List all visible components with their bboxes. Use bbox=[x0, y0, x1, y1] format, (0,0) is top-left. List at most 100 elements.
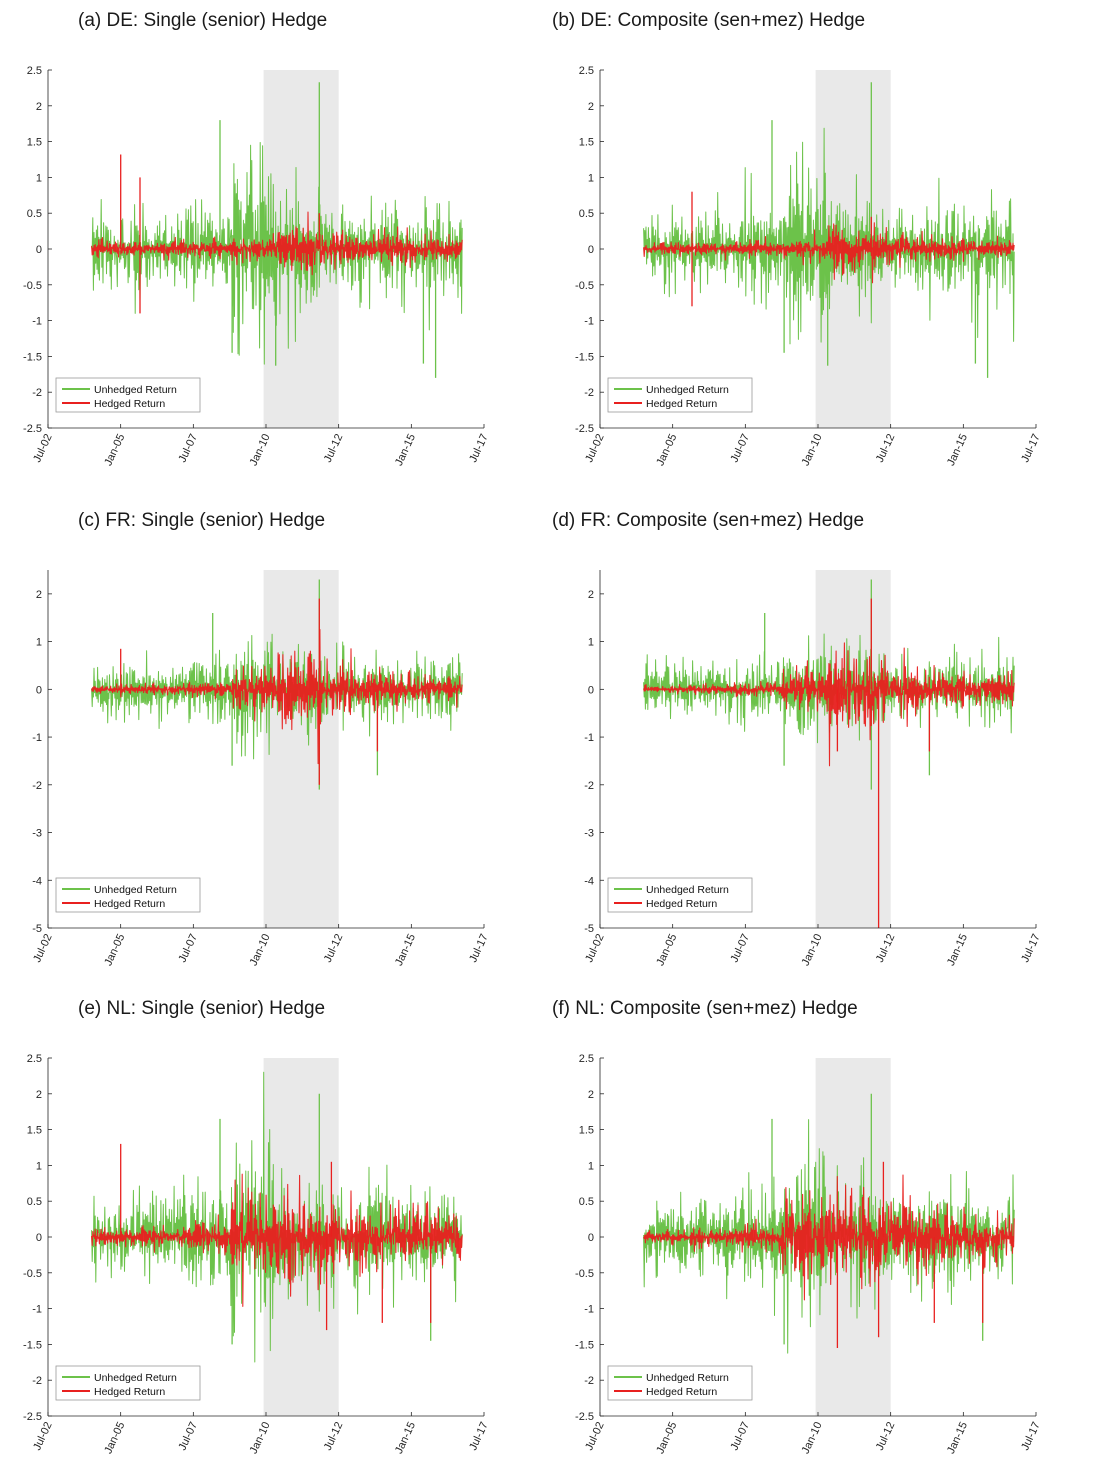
legend-label: Unhedged Return bbox=[94, 1372, 177, 1384]
x-tick-label: Jul-07 bbox=[729, 432, 753, 464]
panel-title: (e) NL: Single (senior) Hedge bbox=[78, 998, 326, 1019]
series-line-hedged bbox=[643, 642, 1015, 767]
legend-label: Unhedged Return bbox=[646, 1372, 729, 1384]
x-tick-label: Jul-12 bbox=[874, 1420, 898, 1452]
panel-a: (a) DE: Single (senior) Hedge 2.5 2 1.5 1 0.… bbox=[0, 0, 552, 494]
legend-label: Hedged Return bbox=[94, 1386, 165, 1398]
legend: Unhedged Return Hedged Return bbox=[607, 877, 753, 913]
x-tick-label: Jul-02 bbox=[31, 932, 55, 964]
x-tick-label: Jul-17 bbox=[467, 932, 491, 964]
y-tick-label: -0.5 bbox=[23, 1268, 42, 1280]
y-tick-label: 2 bbox=[36, 589, 42, 601]
legend-label: Hedged Return bbox=[646, 898, 717, 910]
y-tick-label: 2.5 bbox=[27, 65, 42, 77]
legend: Unhedged Return Hedged Return bbox=[607, 377, 753, 413]
legend: Unhedged Return Hedged Return bbox=[607, 1365, 753, 1401]
y-tick-label: 0.5 bbox=[579, 208, 594, 220]
legend: Unhedged Return Hedged Return bbox=[55, 1365, 201, 1401]
y-tick-label: -2.5 bbox=[23, 1411, 42, 1423]
x-tick-label: Jan-10 bbox=[800, 932, 825, 968]
y-tick-label: 2.5 bbox=[27, 1053, 42, 1065]
x-tick-label: Jul-02 bbox=[583, 932, 607, 964]
series-line-hedged bbox=[91, 211, 463, 276]
panel-b: (b) DE: Composite (sen+mez) Hedge 2.5 2 1.… bbox=[552, 0, 1104, 494]
y-tick-label: 2.5 bbox=[579, 1053, 594, 1065]
x-tick-label: Jan-15 bbox=[393, 932, 418, 968]
y-tick-label: -0.5 bbox=[575, 1268, 594, 1280]
y-tick-label: -2.5 bbox=[575, 423, 594, 435]
y-tick-label: -2 bbox=[32, 1375, 42, 1387]
panel-title: (b) DE: Composite (sen+mez) Hedge bbox=[552, 10, 866, 31]
series-line-hedged bbox=[643, 1174, 1015, 1301]
x-tick-label: Jul-07 bbox=[729, 1420, 753, 1452]
panel-c: (c) FR: Single (senior) Hedge 2 1 0 -1 -2 -3 -… bbox=[0, 500, 552, 994]
x-tick-label: Jan-05 bbox=[102, 432, 127, 468]
y-tick-label: -2.5 bbox=[575, 1411, 594, 1423]
legend-label: Unhedged Return bbox=[94, 384, 177, 396]
x-tick-label: Jul-07 bbox=[177, 1420, 201, 1452]
y-tick-label: 1.5 bbox=[27, 137, 42, 149]
x-tick-label: Jul-17 bbox=[1019, 932, 1043, 964]
legend-label: Hedged Return bbox=[94, 898, 165, 910]
panel-title: (d) FR: Composite (sen+mez) Hedge bbox=[552, 510, 865, 531]
y-tick-label: -1 bbox=[584, 732, 594, 744]
y-tick-label: -2 bbox=[32, 387, 42, 399]
y-tick-label: -2 bbox=[584, 780, 594, 792]
panel-title: (a) DE: Single (senior) Hedge bbox=[78, 10, 328, 31]
y-tick-label: 2 bbox=[36, 1089, 42, 1101]
y-tick-label: -1 bbox=[32, 1304, 42, 1316]
y-tick-label: -4 bbox=[32, 875, 42, 887]
y-tick-label: 2 bbox=[588, 589, 594, 601]
y-tick-label: -1 bbox=[32, 316, 42, 328]
y-tick-label: 1 bbox=[36, 172, 42, 184]
x-tick-label: Jan-05 bbox=[102, 1420, 127, 1456]
x-tick-label: Jul-12 bbox=[874, 432, 898, 464]
y-tick-label: -1 bbox=[584, 316, 594, 328]
y-tick-label: 1 bbox=[588, 172, 594, 184]
x-tick-label: Jul-02 bbox=[583, 1420, 607, 1452]
shaded-period bbox=[815, 570, 891, 928]
y-tick-label: -3 bbox=[584, 828, 594, 840]
y-tick-label: 1.5 bbox=[27, 1125, 42, 1137]
y-tick-label: 1.5 bbox=[579, 137, 594, 149]
x-tick-label: Jan-05 bbox=[654, 932, 679, 968]
x-tick-label: Jul-17 bbox=[1019, 1420, 1043, 1452]
shaded-period bbox=[263, 570, 339, 928]
x-tick-label: Jan-15 bbox=[945, 1420, 970, 1456]
x-tick-label: Jan-10 bbox=[800, 1420, 825, 1456]
x-tick-label: Jul-07 bbox=[177, 432, 201, 464]
y-tick-label: -1 bbox=[32, 732, 42, 744]
y-tick-label: -4 bbox=[584, 875, 594, 887]
y-tick-label: 2 bbox=[588, 1089, 594, 1101]
y-tick-label: 1.5 bbox=[579, 1125, 594, 1137]
y-tick-label: 0 bbox=[36, 684, 42, 696]
x-tick-label: Jan-15 bbox=[945, 432, 970, 468]
x-tick-label: Jul-02 bbox=[31, 1420, 55, 1452]
series-line-hedged bbox=[91, 628, 463, 765]
y-tick-label: 1 bbox=[36, 637, 42, 649]
legend-label: Hedged Return bbox=[94, 398, 165, 410]
y-tick-label: 2 bbox=[36, 101, 42, 113]
x-tick-label: Jan-10 bbox=[248, 432, 273, 468]
panel-d: (d) FR: Composite (sen+mez) Hedge 2 1 0 -1 -… bbox=[552, 500, 1104, 994]
x-tick-label: Jan-15 bbox=[945, 932, 970, 968]
x-tick-label: Jan-05 bbox=[102, 932, 127, 968]
y-tick-label: 0 bbox=[36, 244, 42, 256]
x-tick-label: Jan-15 bbox=[393, 1420, 418, 1456]
y-tick-label: 0 bbox=[588, 1232, 594, 1244]
legend-label: Hedged Return bbox=[646, 1386, 717, 1398]
series-line-hedged bbox=[643, 222, 1015, 284]
y-tick-label: -1.5 bbox=[575, 351, 594, 363]
y-tick-label: 0 bbox=[588, 684, 594, 696]
panel-f: (f) NL: Composite (sen+mez) Hedge 2.5 2 1.… bbox=[552, 988, 1104, 1482]
y-tick-label: -1.5 bbox=[575, 1339, 594, 1351]
y-tick-label: -5 bbox=[584, 923, 594, 935]
y-tick-label: 0 bbox=[36, 1232, 42, 1244]
y-tick-label: 1 bbox=[588, 1160, 594, 1172]
legend: Unhedged Return Hedged Return bbox=[55, 377, 201, 413]
x-tick-label: Jan-05 bbox=[654, 1420, 679, 1456]
y-tick-label: 0.5 bbox=[579, 1196, 594, 1208]
y-tick-label: 1 bbox=[36, 1160, 42, 1172]
x-tick-label: Jul-17 bbox=[467, 1420, 491, 1452]
y-tick-label: 2.5 bbox=[579, 65, 594, 77]
